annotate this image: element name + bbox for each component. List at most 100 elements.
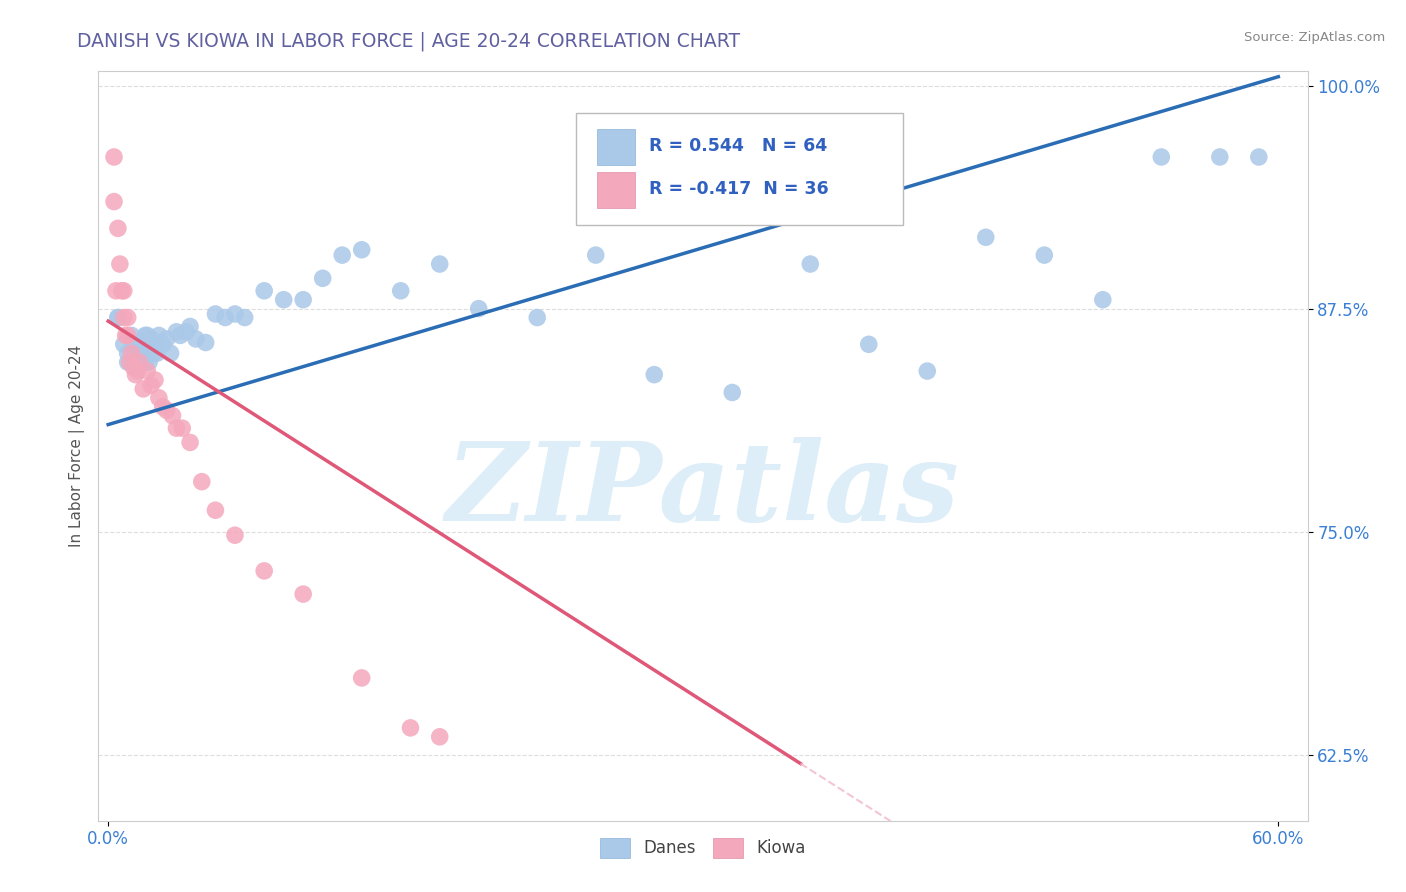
Point bbox=[128, 355, 150, 369]
Point bbox=[121, 346, 143, 360]
Point bbox=[114, 328, 136, 343]
Point bbox=[107, 310, 129, 325]
Point bbox=[127, 364, 149, 378]
Point bbox=[1091, 293, 1114, 307]
Point bbox=[143, 337, 166, 351]
Point bbox=[136, 337, 159, 351]
Point bbox=[139, 332, 162, 346]
Point bbox=[429, 257, 451, 271]
Point bbox=[643, 368, 665, 382]
Point bbox=[124, 337, 146, 351]
Point bbox=[122, 360, 145, 375]
Point bbox=[191, 475, 214, 489]
Point bbox=[131, 343, 153, 357]
Text: R = -0.417  N = 36: R = -0.417 N = 36 bbox=[648, 180, 828, 198]
Point bbox=[330, 248, 353, 262]
Text: ZIPatlas: ZIPatlas bbox=[446, 437, 960, 545]
Point bbox=[117, 310, 139, 325]
Point bbox=[172, 421, 194, 435]
Bar bbox=[596, 172, 636, 208]
Point bbox=[399, 721, 422, 735]
Text: R = 0.544   N = 64: R = 0.544 N = 64 bbox=[648, 137, 827, 155]
Point bbox=[214, 310, 236, 325]
Point bbox=[292, 587, 315, 601]
Point bbox=[429, 730, 451, 744]
Point bbox=[799, 257, 821, 271]
Point bbox=[858, 337, 880, 351]
Y-axis label: In Labor Force | Age 20-24: In Labor Force | Age 20-24 bbox=[69, 345, 84, 547]
FancyBboxPatch shape bbox=[576, 112, 903, 225]
Text: DANISH VS KIOWA IN LABOR FORCE | AGE 20-24 CORRELATION CHART: DANISH VS KIOWA IN LABOR FORCE | AGE 20-… bbox=[77, 31, 741, 51]
Text: Source: ZipAtlas.com: Source: ZipAtlas.com bbox=[1244, 31, 1385, 45]
Point bbox=[179, 319, 201, 334]
Bar bbox=[596, 129, 636, 165]
Legend: Danes, Kiowa: Danes, Kiowa bbox=[593, 831, 813, 864]
Point bbox=[138, 355, 160, 369]
Point bbox=[233, 310, 256, 325]
Point bbox=[143, 373, 166, 387]
Point bbox=[312, 271, 335, 285]
Point bbox=[204, 307, 226, 321]
Point bbox=[112, 310, 135, 325]
Point bbox=[974, 230, 997, 244]
Point bbox=[117, 346, 139, 360]
Point bbox=[1150, 150, 1173, 164]
Point bbox=[224, 307, 246, 321]
Point bbox=[127, 337, 149, 351]
Point bbox=[142, 346, 165, 360]
Point bbox=[104, 284, 127, 298]
Point bbox=[152, 337, 174, 351]
Point bbox=[156, 403, 179, 417]
Point bbox=[134, 328, 156, 343]
Point bbox=[127, 350, 149, 364]
Point bbox=[107, 221, 129, 235]
Point bbox=[184, 332, 207, 346]
Point bbox=[253, 564, 276, 578]
Point bbox=[139, 337, 162, 351]
Point bbox=[124, 346, 146, 360]
Point bbox=[273, 293, 295, 307]
Point bbox=[1033, 248, 1056, 262]
Point bbox=[112, 337, 135, 351]
Point bbox=[721, 385, 744, 400]
Point bbox=[107, 310, 129, 325]
Point bbox=[148, 328, 170, 343]
Point bbox=[204, 503, 226, 517]
Point bbox=[1247, 150, 1270, 164]
Point bbox=[122, 337, 145, 351]
Point bbox=[128, 346, 150, 360]
Point bbox=[162, 409, 184, 423]
Point bbox=[350, 671, 373, 685]
Point bbox=[131, 335, 153, 350]
Point bbox=[179, 435, 201, 450]
Point bbox=[174, 325, 197, 339]
Point bbox=[103, 150, 125, 164]
Point bbox=[108, 257, 131, 271]
Point bbox=[132, 346, 155, 360]
Point bbox=[224, 528, 246, 542]
Point bbox=[350, 243, 373, 257]
Point bbox=[253, 284, 276, 298]
Point bbox=[136, 364, 159, 378]
Point bbox=[103, 194, 125, 209]
Point bbox=[159, 346, 181, 360]
Point bbox=[146, 346, 169, 360]
Point bbox=[292, 293, 315, 307]
Point bbox=[134, 355, 156, 369]
Point bbox=[124, 368, 146, 382]
Point bbox=[132, 350, 155, 364]
Point bbox=[169, 328, 191, 343]
Point bbox=[112, 284, 135, 298]
Point bbox=[917, 364, 939, 378]
Point bbox=[117, 355, 139, 369]
Point bbox=[389, 284, 412, 298]
Point bbox=[152, 400, 174, 414]
Point bbox=[121, 328, 143, 343]
Point bbox=[1209, 150, 1232, 164]
Point bbox=[118, 355, 141, 369]
Point bbox=[165, 421, 187, 435]
Point bbox=[585, 248, 607, 262]
Point bbox=[194, 335, 217, 350]
Point bbox=[136, 328, 159, 343]
Point bbox=[127, 350, 149, 364]
